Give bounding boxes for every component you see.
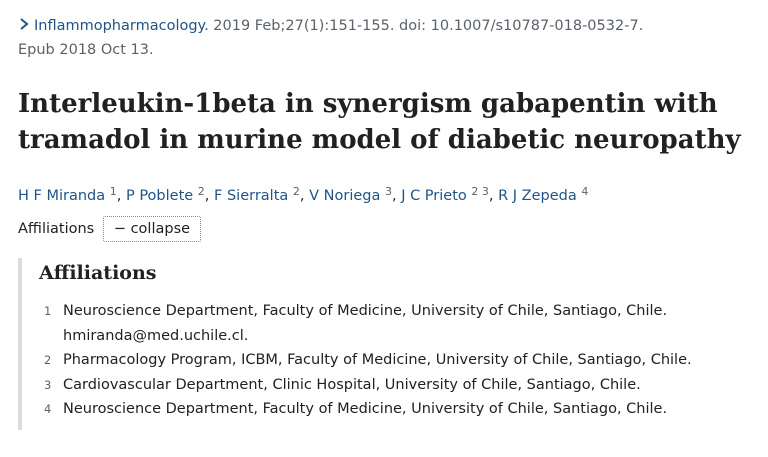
affiliation-text: Cardiovascular Department, Clinic Hospit… xyxy=(63,376,641,393)
citation-details: 2019 Feb;27(1):151-155. doi: 10.1007/s10… xyxy=(213,18,644,34)
affiliation-item: 2 Pharmacology Program, ICBM, Faculty of … xyxy=(22,348,692,373)
affiliation-item: 4 Neuroscience Department, Faculty of Med… xyxy=(22,397,692,422)
affiliation-text: hmiranda@med.uchile.cl. xyxy=(63,327,249,344)
author-separator: , xyxy=(488,188,499,204)
affiliations-label: Affiliations xyxy=(18,221,95,237)
journal-link[interactable]: Inflammopharmacology. xyxy=(34,18,209,34)
affiliation-text: Neuroscience Department, Faculty of Medi… xyxy=(63,401,668,418)
affiliation-number: 3 xyxy=(44,377,52,392)
author-link[interactable]: V Noriega xyxy=(309,188,381,204)
collapse-button[interactable]: − collapse xyxy=(102,216,202,242)
authors-list: H F Miranda 1, P Poblete 2, F Sierralta … xyxy=(18,180,748,208)
author-separator: , xyxy=(204,188,215,204)
affiliation-text: Pharmacology Program, ICBM, Faculty of M… xyxy=(63,352,692,369)
author-separator: , xyxy=(299,188,310,204)
author-separator: , xyxy=(391,188,402,204)
author-link[interactable]: F Sierralta xyxy=(214,188,289,204)
author-link[interactable]: J C Prieto xyxy=(401,188,467,204)
author-affiliation-ref[interactable]: 2 3 xyxy=(471,185,489,198)
affiliations-list: 1 Neuroscience Department, Faculty of Med… xyxy=(22,299,692,422)
affiliation-text: Neuroscience Department, Faculty of Medi… xyxy=(63,303,668,319)
chevron-right-icon[interactable] xyxy=(18,17,30,31)
affiliation-number: 4 xyxy=(44,402,52,417)
affiliation-item: 3 Cardiovascular Department, Clinic Hospi… xyxy=(22,373,692,398)
affiliations-heading: Affiliations xyxy=(39,262,157,284)
affiliations-panel: Affiliations 1 Neuroscience Department, F… xyxy=(18,258,742,430)
author-link[interactable]: R J Zepeda xyxy=(498,188,577,204)
affiliation-number: 1 xyxy=(44,304,52,318)
author-affiliation-ref[interactable]: 2 xyxy=(197,185,205,198)
author-separator: , xyxy=(116,188,126,204)
citation: Inflammopharmacology. 2019 Feb;27(1):151… xyxy=(18,14,748,62)
author-affiliation-ref[interactable]: 4 xyxy=(581,185,589,198)
author-link[interactable]: H F Miranda xyxy=(18,188,106,204)
article-title: Interleukin-1beta in synergism gabapenti… xyxy=(18,89,741,155)
affiliations-toggle-row: Affiliations − collapse xyxy=(18,216,202,242)
affiliation-item: 1 Neuroscience Department, Faculty of Med… xyxy=(22,299,692,348)
author-link[interactable]: P Poblete xyxy=(125,188,194,204)
epub-date: Epub 2018 Oct 13. xyxy=(18,42,154,58)
affiliation-number: 2 xyxy=(44,353,52,368)
author-affiliation-ref[interactable]: 1 xyxy=(109,185,117,198)
author-affiliation-ref[interactable]: 3 xyxy=(384,185,392,198)
author-affiliation-ref[interactable]: 2 xyxy=(292,185,300,198)
